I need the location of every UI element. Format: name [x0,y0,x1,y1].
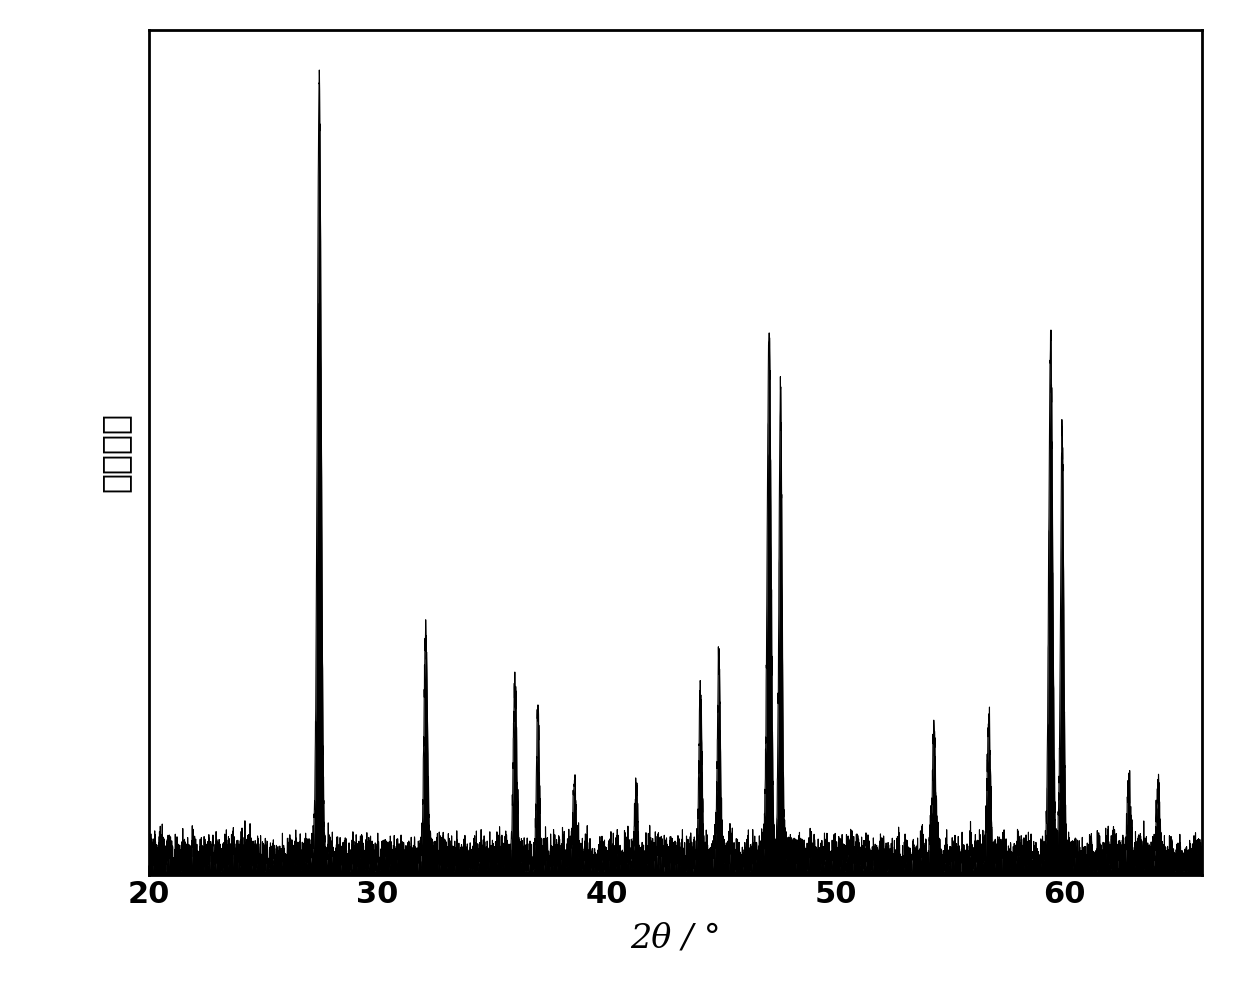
Y-axis label: 衍射强度: 衍射强度 [99,413,133,492]
X-axis label: 2θ / °: 2θ / ° [629,922,721,954]
